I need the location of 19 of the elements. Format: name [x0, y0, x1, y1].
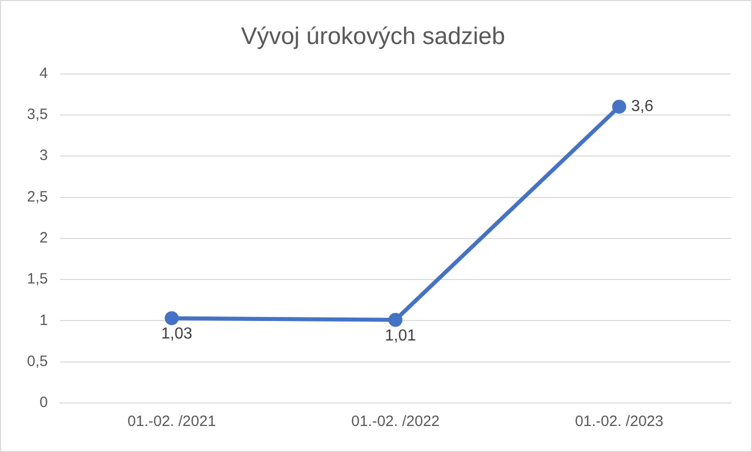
data-label: 3,6	[631, 98, 654, 116]
y-tick-label: 1	[40, 312, 48, 329]
y-tick-label: 0	[40, 394, 48, 412]
y-tick-label: 0,5	[26, 352, 48, 370]
y-tick-label: 2	[40, 230, 48, 247]
point	[164, 311, 179, 326]
data-label: 1,03	[161, 326, 192, 343]
x-tick-label: 01.-02. /2023	[574, 413, 664, 430]
data-label: 1,01	[384, 327, 416, 344]
x-tick-label: 01.-02. /2021	[128, 413, 216, 430]
y-tick-label: 1,5	[26, 270, 48, 288]
point	[388, 312, 402, 327]
x-tick-label: 01.-02. /2022	[351, 413, 440, 430]
point	[612, 100, 626, 114]
y-tick-label: 2,5	[26, 188, 48, 206]
y-tick-label: 3,5	[26, 106, 48, 124]
y-tick-label: 4	[40, 64, 48, 82]
chart-title: Vývoj úrokových sadzieb	[240, 23, 506, 50]
y-tick-label: 3	[40, 147, 48, 164]
